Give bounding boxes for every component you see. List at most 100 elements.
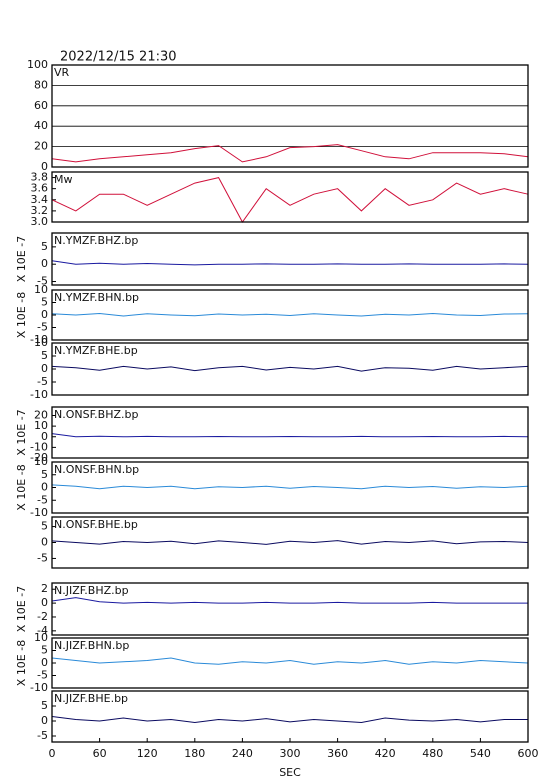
y-tick-label: 100 [27,58,48,71]
panel-title: N.YMZF.BHE.bp [54,344,138,357]
y-tick-label: 20 [34,409,48,422]
y-tick-label: 80 [34,78,48,91]
y-tick-label: -5 [37,551,48,564]
panel-frame [51,582,529,636]
y-tick-label: -5 [37,729,48,742]
series-line [51,657,529,665]
panel-frame [51,461,529,514]
x-tick-label: 180 [184,747,205,760]
y-tick-label: 0 [41,160,48,173]
series-line [51,365,529,372]
y-tick-label: 20 [34,140,48,153]
panel-frame [51,232,529,286]
panel-title: N.ONSF.BHN.bp [54,463,139,476]
series-line [51,260,529,266]
y-tick-label: -10 [30,388,48,401]
y-tick-label: 3.4 [31,193,49,206]
y-tick-label: -2 [37,610,48,623]
y-tick-label: -5 [37,669,48,682]
series-line [51,540,529,545]
y-tick-label: -5 [37,493,48,506]
x-tick-label: 480 [422,747,443,760]
y-tick-label: 0 [41,714,48,727]
x-tick-label: 600 [518,747,539,760]
y-tick-label: 3.8 [31,171,49,184]
y-tick-label: -10 [30,440,48,453]
x-tick-label: 540 [470,747,491,760]
y-tick-label: 5 [41,296,48,309]
y-tick-label: 2 [41,582,48,595]
panel-title: N.ONSF.BHE.bp [54,518,138,531]
y-tick-label: 5 [41,349,48,362]
y-tick-label: -10 [30,681,48,694]
y-tick-label: 0 [41,656,48,669]
panel-frame [51,171,529,223]
panel-frame [51,342,529,396]
y-tick-label: 10 [34,283,48,296]
panel-frame [51,289,529,341]
panel-frame [51,637,529,689]
y-tick-label: 0 [41,596,48,609]
x-tick-label: 300 [280,747,301,760]
x-tick-label: 420 [375,747,396,760]
y-tick-label: 10 [34,336,48,349]
y-tick-label: 40 [34,119,48,132]
y-tick-label: -20 [30,451,48,464]
timestamp: 2022/12/15 21:30 [60,50,177,65]
series-line [51,484,529,490]
y-tick-label: 60 [34,99,48,112]
y-tick-label: -4 [37,624,48,637]
y-tick-label: 10 [34,419,48,432]
series-line [51,433,529,438]
series-line [51,716,528,724]
x-tick-label: 60 [93,747,107,760]
y-tick-label: -5 [37,321,48,334]
y-tick-label: 0 [41,257,48,270]
panel-frame [51,516,529,569]
panel-title: N.YMZF.BHZ.bp [54,234,138,247]
y-tick-label: 0 [41,536,48,549]
y-tick-label: 5 [41,520,48,533]
y-tick-label: 5 [41,644,48,657]
y-tick-label: 10 [34,455,48,468]
y-tick-label: 3.0 [31,215,49,228]
y-axis-label: X 10E -8 [15,464,28,510]
x-tick-label: 0 [49,747,56,760]
y-tick-label: 10 [34,631,48,644]
y-tick-label: 3.6 [31,182,49,195]
y-axis-label: X 10E -7 [15,236,28,282]
panel-frame [51,64,529,168]
panel-title: VR [54,66,70,79]
x-tick-label: 240 [232,747,253,760]
y-tick-label: -5 [37,375,48,388]
y-axis-label: X 10E -7 [15,409,28,455]
panel-title: N.JIZF.BHZ.bp [54,584,129,597]
y-tick-label: 5 [41,468,48,481]
y-tick-label: -10 [30,333,48,346]
panel-title: N.JIZF.BHE.bp [54,692,128,705]
y-tick-label: 5 [41,240,48,253]
series-line [51,597,528,604]
panel-frame [51,406,529,459]
x-tick-label: 120 [137,747,158,760]
y-tick-label: -5 [37,275,48,288]
y-tick-label: 3.2 [31,204,49,217]
panel-title: N.YMZF.BHN.bp [54,291,139,304]
series-line [51,312,529,317]
series-line [51,177,529,223]
y-tick-label: 5 [41,699,48,712]
panel-title: N.ONSF.BHZ.bp [54,408,138,421]
y-tick-label: 0 [41,362,48,375]
y-tick-label: -10 [30,506,48,519]
y-tick-label: 0 [41,430,48,443]
y-axis-label: X 10E -7 [15,586,28,632]
series-line [51,144,529,163]
y-tick-label: 0 [41,308,48,321]
x-axis-label: SEC [279,766,301,779]
x-tick-label: 360 [327,747,348,760]
y-tick-label: 0 [41,481,48,494]
y-axis-label: X 10E -8 [15,640,28,686]
panel-title: N.JIZF.BHN.bp [54,639,129,652]
panel-title: Mw [54,173,73,186]
